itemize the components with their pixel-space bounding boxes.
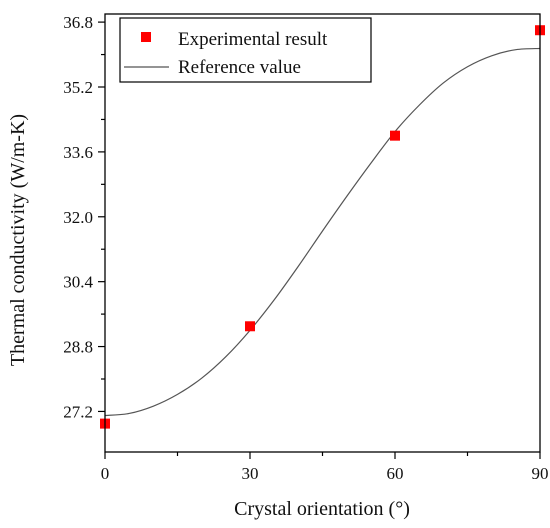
legend-label-experimental: Experimental result (178, 29, 328, 50)
legend-label-reference: Reference value (178, 57, 301, 78)
x-tick-label: 90 (532, 464, 549, 483)
legend: Experimental result Reference value (119, 17, 372, 83)
x-axis-title: Crystal orientation (°) (234, 498, 410, 520)
x-tick-label: 0 (101, 464, 110, 483)
x-tick-label: 30 (242, 464, 259, 483)
y-tick-label: 36.8 (63, 13, 93, 32)
legend-box (119, 17, 372, 83)
legend-marker-experimental (141, 32, 151, 42)
y-tick-label: 32.0 (63, 208, 93, 227)
y-tick-label: 33.6 (63, 143, 93, 162)
y-tick-label: 27.2 (63, 402, 93, 421)
y-tick-label: 30.4 (63, 273, 93, 292)
y-tick-label: 28.8 (63, 338, 93, 357)
axes: 0 30 60 90 27.2 28.8 30.4 32.0 33.6 35.2 36.8 (63, 13, 548, 483)
data-point-experimental-1 (245, 321, 255, 332)
plot-area (100, 25, 545, 429)
y-tick-label: 35.2 (63, 78, 93, 97)
y-axis-title: Thermal conductivity (W/m-K) (7, 114, 29, 366)
series-line-reference-value (104, 47, 541, 417)
data-point-experimental-2 (390, 130, 400, 141)
x-tick-label: 60 (387, 464, 404, 483)
